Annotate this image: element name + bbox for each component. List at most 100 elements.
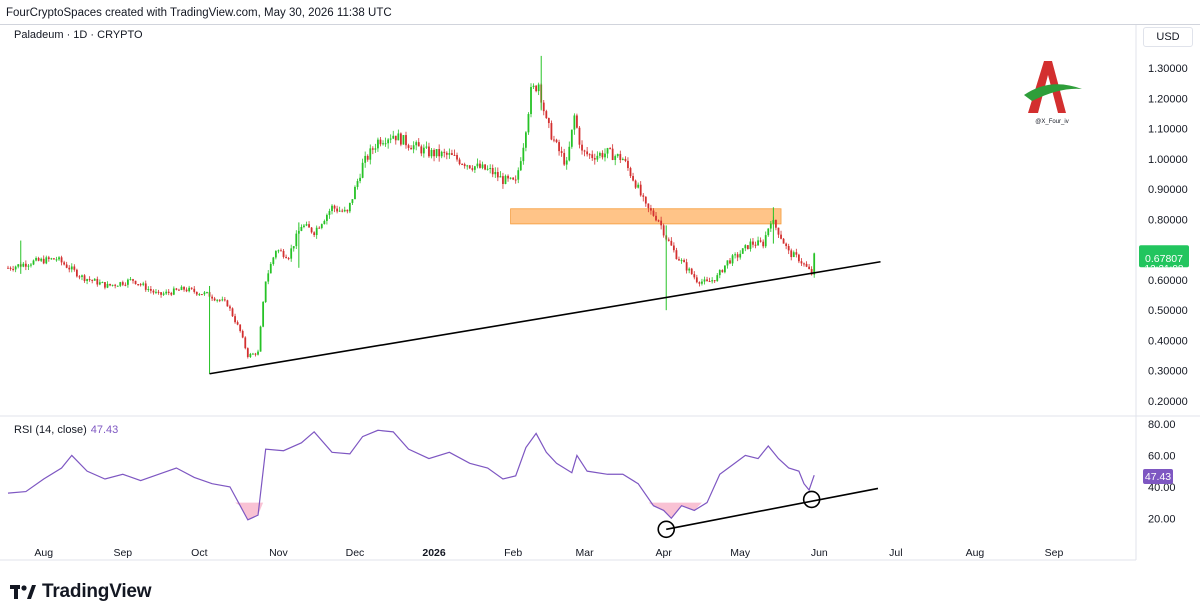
candle-body bbox=[254, 353, 257, 355]
candle-body bbox=[114, 284, 117, 286]
candle-body bbox=[14, 266, 17, 270]
candle-body bbox=[405, 135, 407, 146]
candle-body bbox=[188, 287, 191, 292]
candle-body bbox=[397, 133, 400, 141]
candle-body bbox=[313, 232, 316, 236]
tradingview-footer[interactable]: TradingView bbox=[10, 580, 152, 604]
candle-body bbox=[341, 210, 344, 212]
candle-body bbox=[178, 289, 180, 291]
candle-body bbox=[157, 291, 160, 293]
candle-body bbox=[60, 257, 63, 263]
candle-body bbox=[323, 220, 326, 225]
current-price-value: 0.67807 bbox=[1145, 253, 1183, 265]
candle-body bbox=[75, 269, 78, 277]
candle-body bbox=[713, 280, 716, 282]
candle-body bbox=[642, 195, 645, 197]
candle-body bbox=[670, 240, 673, 246]
candle-body bbox=[609, 148, 611, 150]
candle-body bbox=[369, 148, 372, 160]
candle-body bbox=[318, 227, 321, 229]
candle-body bbox=[456, 155, 458, 160]
candle-body bbox=[754, 244, 757, 246]
candle-body bbox=[86, 279, 88, 281]
candle-body bbox=[509, 177, 512, 179]
bar-countdown: 12:21:08 bbox=[1145, 264, 1184, 275]
candle-body bbox=[708, 281, 711, 283]
candle-body bbox=[68, 267, 71, 270]
candle-body bbox=[724, 265, 726, 273]
candle-body bbox=[491, 167, 494, 175]
currency-selector[interactable]: USD bbox=[1143, 27, 1193, 47]
candle-body bbox=[591, 154, 594, 159]
candle-body bbox=[190, 287, 193, 289]
rsi-support-trendline bbox=[666, 487, 879, 531]
candle-body bbox=[331, 205, 333, 212]
candle-body bbox=[558, 142, 560, 152]
symbol-legend[interactable]: Paladeum · 1D · CRYPTO bbox=[14, 29, 143, 41]
candle-body bbox=[438, 149, 441, 157]
candle-body bbox=[9, 267, 12, 269]
time-tick-label: Feb bbox=[504, 547, 522, 559]
candle-body bbox=[17, 264, 20, 267]
candle-body bbox=[486, 168, 489, 170]
candle-body bbox=[257, 351, 259, 355]
supply-zone-box bbox=[510, 208, 782, 225]
candle-body bbox=[106, 283, 109, 288]
candle-body bbox=[466, 165, 469, 167]
candle-body bbox=[382, 143, 384, 145]
candle-body bbox=[292, 246, 295, 249]
rsi-legend-value: 47.43 bbox=[90, 424, 119, 436]
candle-body bbox=[519, 161, 522, 171]
candle-body bbox=[221, 299, 224, 301]
candle-body bbox=[274, 251, 277, 258]
candle-body bbox=[70, 266, 73, 270]
candle-body bbox=[494, 172, 497, 175]
candle-body bbox=[652, 210, 655, 216]
time-tick-label: Jun bbox=[811, 547, 828, 559]
price-tick-label: 1.10000 bbox=[1148, 124, 1188, 136]
candle-body bbox=[583, 150, 586, 152]
candle-body bbox=[172, 288, 175, 295]
candle-body bbox=[650, 208, 652, 211]
candle-body bbox=[698, 282, 701, 284]
candle-body bbox=[410, 147, 412, 150]
candle-body bbox=[98, 282, 101, 285]
candle-body bbox=[693, 274, 696, 278]
rsi-tag-value: 47.43 bbox=[1145, 471, 1171, 483]
candle-body bbox=[206, 292, 208, 294]
candle-body bbox=[473, 166, 476, 170]
candle-body bbox=[170, 292, 173, 295]
price-tick-label: 0.50000 bbox=[1148, 305, 1188, 317]
candle-body bbox=[560, 151, 563, 153]
candle-body bbox=[246, 348, 249, 357]
candle-body bbox=[239, 324, 242, 331]
candle-body bbox=[236, 322, 239, 325]
candle-body bbox=[800, 261, 803, 264]
candle-body bbox=[499, 176, 502, 178]
candle-body bbox=[805, 263, 808, 267]
candle-body bbox=[45, 257, 48, 264]
candle-body bbox=[147, 288, 150, 290]
candle-body bbox=[195, 291, 198, 295]
candle-body bbox=[346, 209, 349, 212]
candle-body bbox=[394, 135, 397, 141]
rsi-legend[interactable]: RSI (14, close) 47.43 bbox=[14, 424, 118, 436]
candle-body bbox=[160, 292, 162, 295]
candle-body bbox=[810, 269, 813, 275]
candle-body bbox=[808, 266, 810, 270]
candle-body bbox=[364, 155, 367, 163]
candle-body bbox=[445, 152, 448, 155]
candle-body bbox=[116, 285, 119, 287]
candle-body bbox=[734, 254, 737, 256]
tradingview-brand: TradingView bbox=[42, 581, 152, 602]
candle-body bbox=[32, 260, 35, 265]
candle-body bbox=[463, 164, 466, 167]
candle-body bbox=[624, 158, 627, 161]
candle-body bbox=[354, 186, 356, 200]
candle-body bbox=[336, 208, 339, 212]
candle-body bbox=[399, 133, 402, 145]
candle-body bbox=[443, 151, 446, 153]
candle-body bbox=[675, 250, 678, 260]
candle-body bbox=[639, 184, 642, 196]
